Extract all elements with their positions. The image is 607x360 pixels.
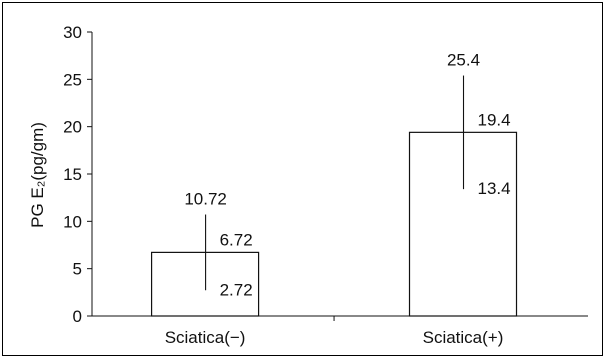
y-axis-label: PG E₂(pg/gm)	[28, 122, 47, 228]
y-tick-label: 10	[63, 212, 82, 231]
data-label-upper: 25.4	[447, 51, 480, 70]
x-category-label: Sciatica(+)	[423, 328, 504, 347]
axes: 0 5 10 15 20 25 30	[63, 23, 588, 326]
y-tick-label: 0	[73, 307, 82, 326]
error-bars-group	[205, 75, 465, 291]
chart-frame	[2, 2, 603, 356]
data-label-lower: 2.72	[220, 280, 253, 299]
bar-1	[408, 131, 518, 317]
x-category-label: Sciatica(−)	[165, 328, 246, 347]
y-tick-label: 30	[63, 23, 82, 42]
bars-group	[150, 131, 518, 317]
data-label-upper: 10.72	[184, 190, 227, 209]
y-tick-label: 20	[63, 118, 82, 137]
data-label-mean: 6.72	[220, 230, 253, 249]
y-tick-label: 25	[63, 70, 82, 89]
data-label-mean: 19.4	[478, 110, 511, 129]
y-tick-label: 15	[63, 165, 82, 184]
data-label-lower: 13.4	[478, 179, 511, 198]
labels-group: Sciatica(−) 10.72 6.72 2.72 Sciatica(+) 25.4 1…	[165, 51, 511, 347]
y-tick-label: 5	[73, 260, 82, 279]
